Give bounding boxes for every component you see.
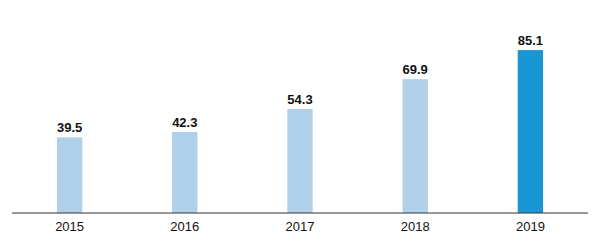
data-label: 85.1 (518, 33, 543, 48)
data-label: 39.5 (57, 120, 82, 135)
x-tick-label: 2016 (170, 219, 199, 234)
bar (287, 109, 312, 213)
bar (57, 137, 82, 213)
x-tick-label: 2018 (401, 219, 430, 234)
x-tick-label: 2015 (55, 219, 84, 234)
data-label: 42.3 (172, 115, 197, 130)
x-tick-label: 2017 (286, 219, 315, 234)
bar (172, 132, 197, 213)
bar (403, 79, 428, 213)
x-tick-label: 2019 (516, 219, 545, 234)
chart: 39.5 2015 42.3 2016 54.3 2017 69.9 2018 85.1 2019 (0, 0, 600, 241)
labels: 39.5 2015 42.3 2016 54.3 2017 69.9 2018 85.1 2019 (55, 33, 545, 234)
data-label: 54.3 (287, 92, 312, 107)
x-axis-line (12, 213, 588, 214)
bar (518, 50, 543, 213)
data-label: 69.9 (403, 62, 428, 77)
chart-container: 39.5 2015 42.3 2016 54.3 2017 69.9 2018 85.1 2019 (0, 0, 600, 241)
bars (57, 50, 543, 213)
